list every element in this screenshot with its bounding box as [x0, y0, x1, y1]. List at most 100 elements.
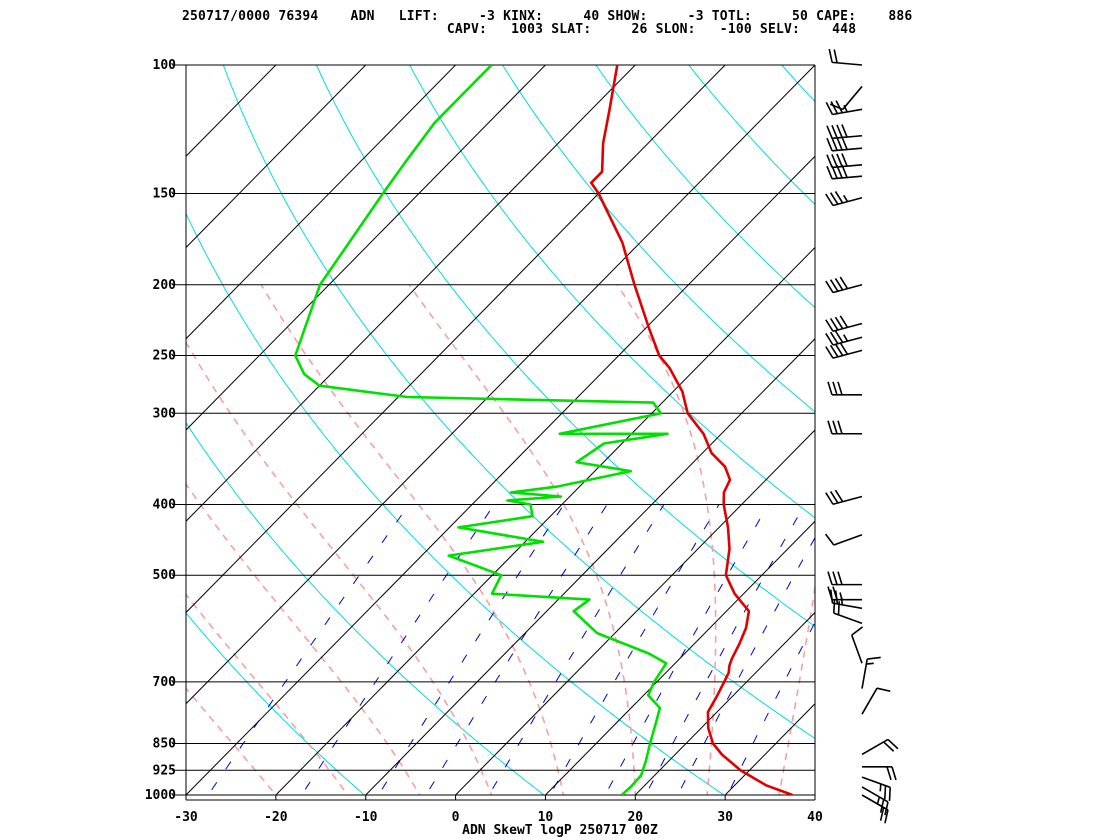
wind-barb [861, 738, 899, 756]
temperature-tick-label: 0 [452, 810, 460, 825]
pressure-tick-label: 850 [153, 736, 177, 751]
temperature-tick-label: -10 [354, 810, 378, 825]
barb-feather [826, 154, 833, 168]
wind-barb [833, 599, 863, 625]
barb-feather [833, 599, 836, 614]
barb-half-feather [843, 194, 849, 203]
wind-barb [826, 124, 863, 140]
pressure-tick-label: 250 [153, 348, 177, 363]
moist-adiabat [186, 340, 493, 795]
barb-half-feather [843, 334, 849, 342]
barb-feather [841, 153, 848, 167]
pressure-tick-label: 500 [153, 568, 177, 583]
isotherm [544, 520, 815, 795]
pressure-tick-label: 200 [153, 278, 177, 293]
isotherm [890, 49, 1120, 811]
dry-adiabat [222, 65, 815, 740]
barb-feather [837, 601, 840, 615]
barb-feather [886, 766, 892, 781]
barb-half-feather [866, 662, 874, 665]
wind-barb [850, 626, 864, 664]
barb-feather [839, 315, 849, 328]
barb-feather [826, 165, 833, 180]
isotherm [186, 65, 457, 340]
barb-feather [836, 137, 843, 151]
barb-feather [826, 125, 833, 139]
barb-feather [829, 279, 839, 292]
barb-feather [832, 381, 838, 396]
barb-feather [883, 741, 895, 752]
pressure-tick-label: 1000 [145, 788, 176, 803]
wind-barb [827, 571, 862, 586]
moist-adiabat [186, 593, 349, 795]
isotherm [186, 65, 187, 66]
wind-barb [826, 164, 863, 180]
mixing-ratio-line [604, 504, 769, 795]
barb-feather [839, 342, 849, 355]
moist-adiabat [408, 284, 637, 795]
pressure-tick-label: 400 [153, 498, 177, 513]
isotherm [0, 49, 22, 811]
dry-adiabat [781, 65, 815, 103]
temperature-tick-label: -30 [174, 810, 198, 825]
barb-feather [827, 381, 833, 396]
barb-feather [834, 330, 844, 343]
barb-half-feather [843, 104, 848, 113]
wind-barb [862, 766, 897, 781]
barb-feather [834, 489, 844, 503]
pressure-tick-label: 150 [153, 187, 177, 202]
wind-barb [825, 100, 863, 116]
dry-adiabat [951, 49, 1120, 811]
barb-feather [867, 656, 881, 660]
barb-feather [825, 193, 834, 206]
wind-barb [825, 276, 863, 294]
isotherm [365, 338, 815, 795]
barb-feather [887, 738, 899, 750]
barb-feather [829, 491, 839, 504]
barb-feather [829, 331, 839, 345]
mixing-ratio-line [207, 504, 410, 795]
barb-feather [831, 137, 838, 151]
pressure-tick-label: 700 [153, 675, 177, 690]
dry-adiabat [688, 65, 815, 206]
wind-barb [861, 776, 891, 801]
barb-feather [834, 590, 839, 605]
barb-feather [834, 316, 844, 330]
wind-barb [861, 687, 891, 715]
barb-feather [834, 190, 844, 204]
wind-barb [826, 136, 863, 152]
barb-feather [825, 492, 834, 505]
barb-feather [831, 154, 838, 168]
barb-feather [829, 318, 839, 331]
barb-feather [825, 319, 834, 332]
moist-adiabat [778, 582, 815, 795]
temperature-profile [589, 65, 793, 795]
barb-feather [851, 626, 864, 636]
mixing-ratio-line [488, 504, 665, 795]
wind-barb [825, 330, 863, 346]
barb-feather [841, 124, 848, 138]
barb-feather [826, 137, 833, 152]
wind-barb [829, 589, 863, 610]
header-line-2: CAPV: 1003 SLAT: 26 SLON: -100 SELV: 448 [182, 22, 857, 37]
barb-feather [837, 420, 843, 434]
barb-feather [825, 280, 834, 293]
dry-adiabat [315, 65, 815, 628]
wind-barbs [824, 48, 899, 824]
dry-adiabat [595, 65, 815, 309]
mixing-ratio-line [425, 504, 608, 795]
mixing-ratio-line [677, 536, 815, 795]
wind-barb [827, 381, 862, 396]
barb-feather [836, 124, 843, 138]
isotherm [275, 246, 815, 795]
barb-feather [827, 571, 833, 585]
wind-barb [829, 85, 863, 111]
pressure-tick-label: 100 [153, 58, 177, 73]
barb-feather [827, 420, 833, 434]
barb-feather [824, 533, 835, 546]
barb-feather [834, 277, 844, 291]
moist-adiabat [260, 284, 565, 795]
barb-feather [829, 589, 834, 604]
wind-barb [825, 315, 863, 333]
temperature-tick-label: 10 [538, 810, 554, 825]
